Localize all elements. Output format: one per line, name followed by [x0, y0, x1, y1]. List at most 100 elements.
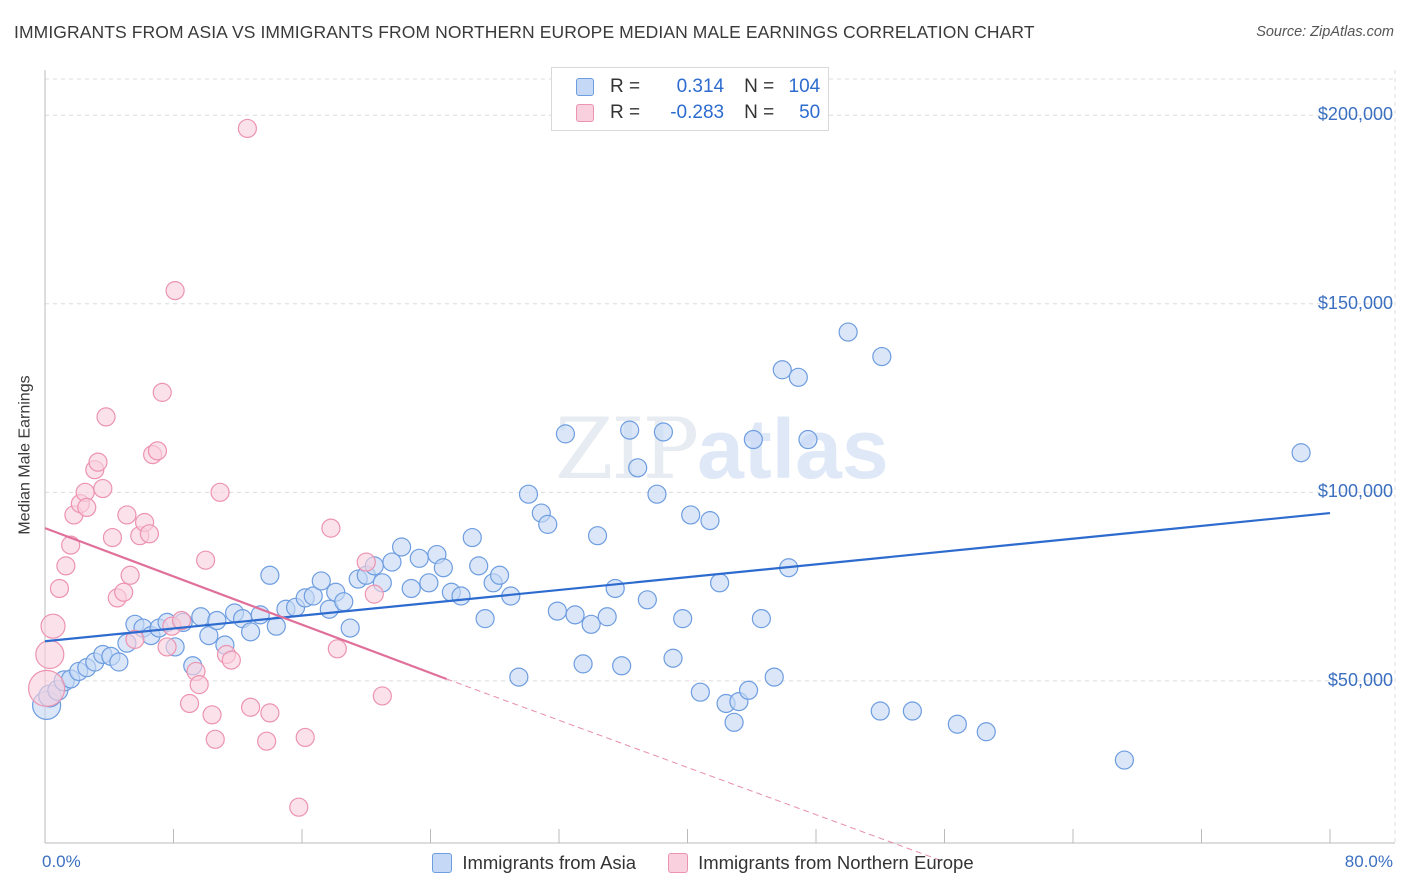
- r-label: R =: [610, 102, 641, 123]
- asia-point-98: [976, 722, 996, 742]
- asia-point-99: [1114, 750, 1135, 770]
- asia-point-92: [798, 429, 818, 450]
- asia-point-43: [382, 552, 402, 572]
- europe-point-47: [356, 552, 376, 572]
- europe-point-34: [202, 705, 222, 725]
- trend-line-asia: [44, 511, 1331, 643]
- y-axis-label-container: Median Male Earnings: [8, 340, 44, 570]
- asia-point-53: [469, 556, 489, 576]
- europe-point-49: [372, 686, 392, 706]
- asia-point-26: [241, 622, 261, 642]
- y-tick-label-2: $150,000: [1317, 292, 1393, 313]
- europe-point-0: [28, 669, 66, 708]
- europe-point-48: [364, 584, 384, 604]
- y-tick-label-3: $200,000: [1317, 104, 1393, 125]
- asia-point-37: [334, 592, 354, 612]
- series-immigrants-from-northern-europe: [28, 118, 392, 817]
- watermark-zip: ZIP: [555, 400, 699, 498]
- r-value-europe: -0.283: [670, 102, 725, 123]
- gridlines: [45, 70, 1396, 843]
- europe-point-29: [171, 610, 192, 631]
- asia-point-89: [772, 360, 792, 380]
- asia-point-68: [597, 607, 617, 627]
- europe-point-26: [157, 637, 177, 657]
- asia-point-93: [838, 322, 858, 342]
- trend-line-europe-extension: [446, 678, 945, 863]
- asia-point-83: [724, 712, 744, 732]
- chart-title: IMMIGRANTS FROM ASIA VS IMMIGRANTS FROM …: [14, 22, 1035, 42]
- europe-point-3: [49, 578, 70, 599]
- asia-point-78: [681, 505, 701, 525]
- europe-point-45: [321, 518, 341, 538]
- asia-point-87: [751, 609, 771, 629]
- asia-point-62: [547, 601, 567, 621]
- europe-point-19: [125, 629, 145, 649]
- asia-point-52: [462, 527, 482, 548]
- asia-point-59: [518, 484, 539, 504]
- y-tick-label-1: $100,000: [1317, 481, 1393, 502]
- n-value-asia: 104: [788, 76, 821, 97]
- europe-point-41: [257, 731, 277, 751]
- asia-point-74: [647, 484, 667, 504]
- asia-point-64: [565, 605, 585, 625]
- europe-point-46: [327, 639, 347, 659]
- asia-point-58: [509, 667, 529, 687]
- europe-point-35: [205, 729, 225, 749]
- legend-label-europe: Immigrants from Northern Europe: [698, 852, 974, 873]
- legend-item-europe: Immigrants from Northern Europe: [668, 852, 974, 874]
- legend-item-asia: Immigrants from Asia: [432, 852, 636, 874]
- europe-point-16: [114, 582, 134, 602]
- asia-point-51: [451, 586, 471, 606]
- europe-point-42: [260, 703, 280, 723]
- asia-point-67: [587, 526, 608, 546]
- europe-point-4: [56, 556, 76, 576]
- legend-label-asia: Immigrants from Asia: [462, 852, 637, 873]
- asia-point-46: [409, 548, 429, 568]
- asia-point-77: [673, 609, 693, 629]
- asia-point-22: [207, 610, 227, 631]
- asia-point-28: [260, 565, 280, 585]
- europe-point-33: [196, 550, 216, 570]
- europe-point-13: [96, 407, 116, 427]
- asia-point-10: [109, 652, 129, 672]
- asia-point-61: [538, 514, 558, 534]
- europe-point-24: [147, 441, 168, 461]
- asia-point-49: [433, 558, 453, 578]
- n-label: N =: [744, 76, 775, 97]
- trend-lines: [44, 511, 1331, 863]
- europe-point-14: [102, 527, 123, 548]
- asia-point-73: [637, 590, 657, 610]
- series-legend: Immigrants from Asia Immigrants from Nor…: [0, 852, 1406, 874]
- asia-point-33: [303, 586, 323, 606]
- trend-line-europe: [44, 527, 447, 681]
- europe-point-22: [139, 524, 160, 544]
- n-value-europe: 50: [799, 102, 821, 123]
- asia-point-75: [653, 422, 674, 442]
- asia-point-76: [663, 648, 683, 668]
- watermark: ZIPatlas: [555, 400, 889, 498]
- legend-row-europe: R = -0.283 N = 50: [576, 101, 820, 125]
- asia-point-94: [870, 701, 890, 721]
- europe-point-38: [221, 650, 241, 670]
- asia-point-88: [764, 667, 784, 687]
- legend-swatch-europe: [576, 104, 594, 122]
- europe-point-40: [241, 697, 261, 717]
- asia-point-20: [191, 607, 211, 627]
- europe-point-43: [289, 797, 309, 817]
- asia-point-69: [605, 578, 625, 599]
- legend-swatch-europe: [668, 853, 689, 873]
- asia-point-71: [620, 420, 640, 440]
- watermark-atlas: atlas: [697, 402, 889, 496]
- asia-point-95: [872, 346, 892, 367]
- asia-point-38: [340, 618, 360, 638]
- europe-point-9: [77, 497, 97, 518]
- asia-point-56: [489, 565, 510, 585]
- asia-point-100: [1291, 443, 1311, 463]
- asia-point-91: [788, 367, 808, 387]
- europe-point-11: [88, 452, 108, 472]
- series-immigrants-from-asia: [32, 322, 1311, 770]
- asia-point-86: [743, 429, 763, 450]
- europe-point-28: [165, 280, 185, 301]
- europe-point-25: [152, 382, 172, 402]
- x-tick-label-max: 80.0%: [1344, 852, 1393, 871]
